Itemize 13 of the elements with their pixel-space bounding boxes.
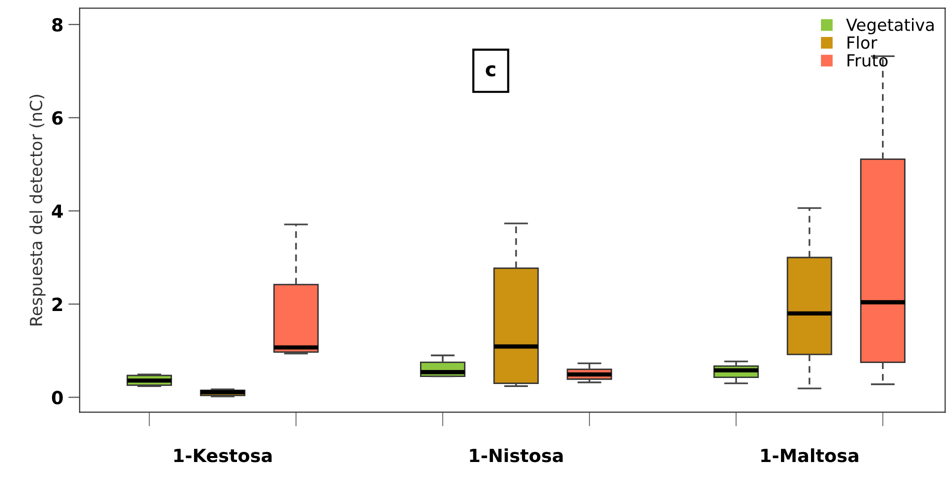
legend-label: Fruto xyxy=(848,54,888,67)
y-tick-label: 4 xyxy=(52,204,63,218)
y-tick-label: 6 xyxy=(52,111,63,125)
y-axis-title: Respuesta del detector (nC) xyxy=(29,94,46,326)
x-tick-label: 1-Nistosa xyxy=(470,448,563,462)
x-tick-label: 1-Kestosa xyxy=(174,448,272,462)
x-tick-label: 1-Maltosa xyxy=(761,448,858,462)
legend-label: Flor xyxy=(848,36,878,49)
y-tick-label: 2 xyxy=(52,298,62,311)
y-tick-label: 0 xyxy=(52,390,63,404)
annotation: c xyxy=(486,65,496,76)
legend-label: Vegetativa xyxy=(846,18,934,34)
y-tick-label: 8 xyxy=(52,18,63,32)
